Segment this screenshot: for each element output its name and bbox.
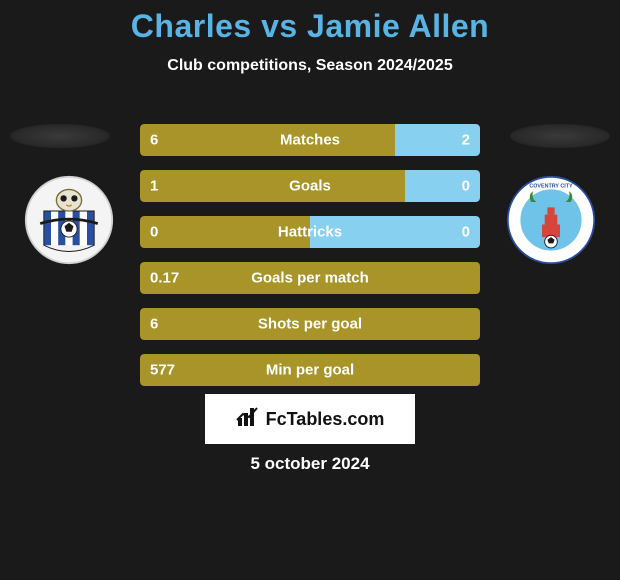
stat-name: Goals <box>289 178 331 195</box>
crest-shadow-right <box>510 124 610 148</box>
stat-value-player1: 0.17 <box>150 270 179 287</box>
stat-name: Hattricks <box>278 224 342 241</box>
stat-row: 577 Min per goal <box>140 354 480 386</box>
stat-name: Shots per goal <box>258 316 362 333</box>
stat-value-player2: 0 <box>462 224 470 241</box>
stat-row: 6 Shots per goal <box>140 308 480 340</box>
stat-name: Goals per match <box>251 270 369 287</box>
date-label: 5 october 2024 <box>250 454 369 474</box>
crest-shadow-left <box>10 124 110 148</box>
stat-bar-player1 <box>140 124 395 156</box>
page-subtitle: Club competitions, Season 2024/2025 <box>0 57 620 75</box>
stat-value-player2: 0 <box>462 178 470 195</box>
stat-value-player1: 0 <box>150 224 158 241</box>
stat-row: 6 2 Matches <box>140 124 480 156</box>
chart-icon <box>236 406 262 433</box>
stat-bars: 6 2 Matches 1 0 Goals 0 0 Hattricks 0.17 Goals per… <box>140 124 480 400</box>
club-crest-right: COVENTRY CITY <box>506 175 596 265</box>
stat-row: 1 0 Goals <box>140 170 480 202</box>
page-title: Charles vs Jamie Allen <box>0 0 620 45</box>
stat-name: Min per goal <box>266 362 354 379</box>
brand-text: FcTables.com <box>266 409 385 430</box>
stat-row: 0 0 Hattricks <box>140 216 480 248</box>
club-crest-left <box>24 175 114 265</box>
brand-badge: FcTables.com <box>205 394 415 444</box>
stat-row: 0.17 Goals per match <box>140 262 480 294</box>
stat-value-player1: 6 <box>150 316 158 333</box>
svg-text:COVENTRY CITY: COVENTRY CITY <box>529 184 573 190</box>
stat-name: Matches <box>280 132 340 149</box>
stat-value-player1: 6 <box>150 132 158 149</box>
stat-value-player1: 577 <box>150 362 175 379</box>
stat-value-player2: 2 <box>462 132 470 149</box>
stat-bar-player1 <box>140 170 405 202</box>
stat-value-player1: 1 <box>150 178 158 195</box>
